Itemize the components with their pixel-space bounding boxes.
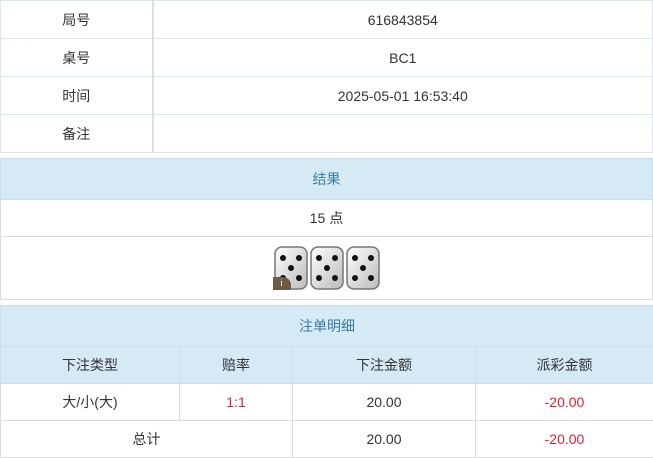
info-row-table: 桌号 BC1: [0, 38, 653, 77]
label: 桌号: [0, 38, 154, 77]
time-value: 2025-05-01 16:53:40: [152, 76, 653, 115]
details-header: 注单明细: [0, 305, 653, 347]
table-row: 大/小(大) 1:1 20.00 -20.00: [0, 383, 653, 421]
total-row: 总计 20.00 -20.00: [0, 420, 653, 458]
bet-details-table: 注单明细 下注类型 赔率 下注金额 派彩金额 大/小(大) 1:1 20.00 …: [0, 305, 653, 458]
die-5: i: [272, 246, 308, 290]
label: 局号: [0, 0, 154, 39]
payout: -20.00: [475, 383, 653, 421]
round-info-table: 局号 616843854 桌号 BC1 时间 2025-05-01 16:53:40 …: [0, 0, 653, 153]
die-5: [345, 246, 380, 290]
die-5: [309, 246, 344, 290]
info-badge-icon[interactable]: i: [272, 277, 291, 290]
result-header: 结果: [0, 158, 653, 200]
col-odds: 赔率: [179, 346, 293, 384]
dice-row: i: [0, 236, 653, 300]
info-row-round: 局号 616843854: [0, 0, 653, 39]
label: 时间: [0, 76, 154, 115]
round-number: 616843854: [152, 0, 653, 39]
info-row-remark: 备注: [0, 114, 653, 153]
result-points: 15 点: [0, 199, 653, 237]
label: 备注: [0, 114, 154, 153]
remark-value: [152, 114, 653, 153]
total-payout: -20.00: [475, 420, 653, 458]
total-label: 总计: [0, 420, 293, 458]
info-row-time: 时间 2025-05-01 16:53:40: [0, 76, 653, 115]
bet-amount: 20.00: [292, 383, 476, 421]
result-table: 结果 15 点 i: [0, 158, 653, 300]
col-bet-type: 下注类型: [0, 346, 180, 384]
odds: 1:1: [179, 383, 293, 421]
bet-type: 大/小(大): [0, 383, 180, 421]
table-number: BC1: [152, 38, 653, 77]
col-payout: 派彩金额: [475, 346, 653, 384]
col-bet-amount: 下注金额: [292, 346, 476, 384]
total-bet: 20.00: [292, 420, 476, 458]
